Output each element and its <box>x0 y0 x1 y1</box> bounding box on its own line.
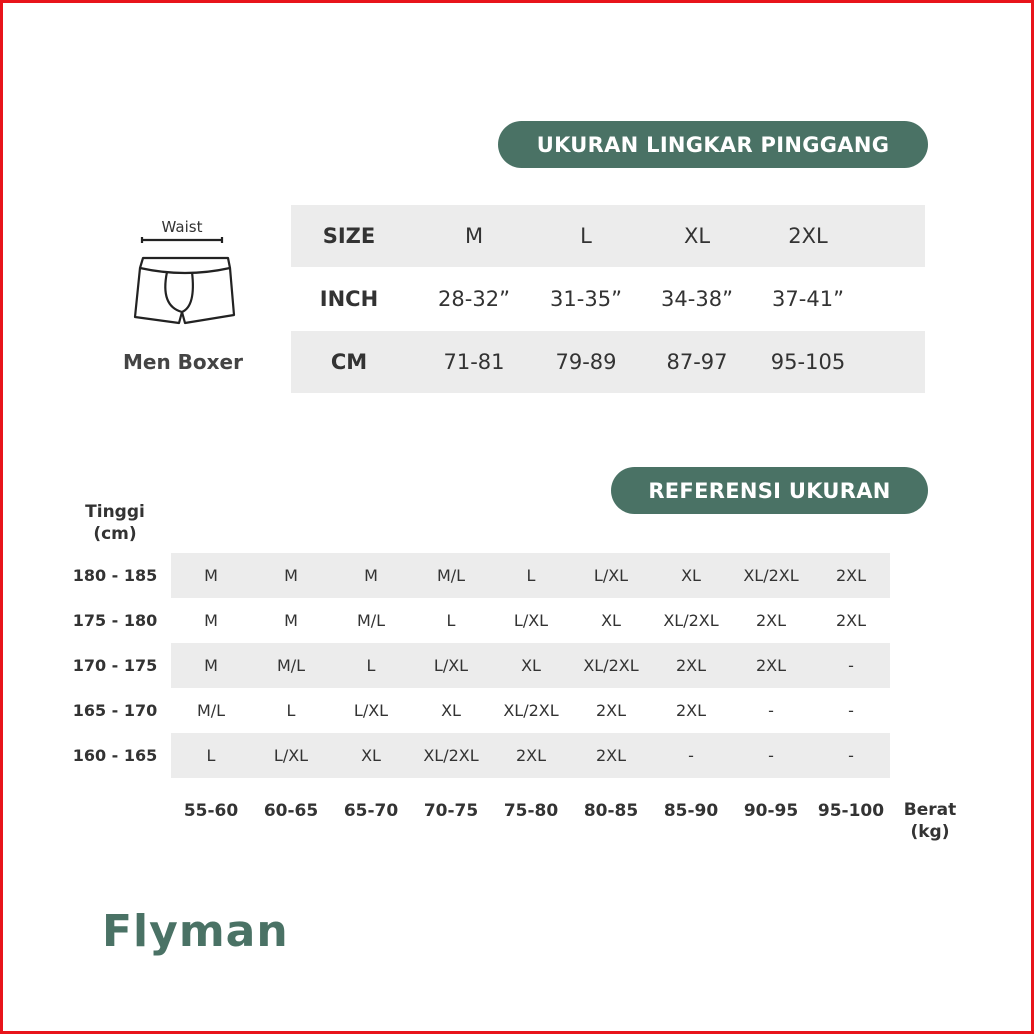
waist-label: Waist <box>161 218 203 236</box>
weight-range-label: 95-100 <box>817 801 885 821</box>
size-cell: - <box>688 746 694 765</box>
size-cell: XL/2XL <box>663 611 719 630</box>
size-cell: M <box>364 566 378 585</box>
weight-axis-label-line2: (kg) <box>910 822 950 842</box>
size-cell: 2XL <box>835 566 867 585</box>
size-cell: L <box>446 611 456 630</box>
row-band <box>171 643 890 688</box>
size-cell: M/L <box>356 611 386 630</box>
size-cell: 34-38” <box>661 287 733 311</box>
height-range-label: 165 - 170 <box>72 701 158 720</box>
size-cell: M/L <box>436 566 466 585</box>
size-cell: XL <box>683 224 711 248</box>
size-cell: L/XL <box>513 611 549 630</box>
weight-range-label: 85-90 <box>663 801 719 821</box>
size-cell: 2XL <box>755 656 787 675</box>
size-cell: M <box>204 656 218 675</box>
size-cell: L <box>366 656 376 675</box>
height-range-label: 170 - 175 <box>72 656 158 675</box>
row-band <box>291 205 925 267</box>
brand-logo: Flyman <box>102 906 289 957</box>
size-cell: L/XL <box>353 701 389 720</box>
size-cell: L/XL <box>433 656 469 675</box>
size-cell: - <box>848 701 854 720</box>
size-cell: 2XL <box>755 611 787 630</box>
boxer-caption: Men Boxer <box>123 350 243 374</box>
size-cell: M/L <box>196 701 226 720</box>
row-band <box>171 733 890 778</box>
size-cell: - <box>848 746 854 765</box>
size-cell: 2XL <box>835 611 867 630</box>
weight-range-label: 70-75 <box>423 801 479 821</box>
size-cell: M <box>284 611 298 630</box>
size-cell: L <box>526 566 536 585</box>
height-range-label: 175 - 180 <box>72 611 158 630</box>
size-cell: - <box>848 656 854 675</box>
size-cell: 71-81 <box>443 350 505 374</box>
weight-range-label: 60-65 <box>263 801 319 821</box>
weight-range-label: 75-80 <box>503 801 559 821</box>
size-cell: L <box>206 746 216 765</box>
size-cell: XL <box>441 701 461 720</box>
size-cell: 2XL <box>515 746 547 765</box>
size-cell: M <box>464 224 484 248</box>
size-cell: XL/2XL <box>743 566 799 585</box>
weight-range-label: 55-60 <box>183 801 239 821</box>
weight-range-label: 90-95 <box>743 801 799 821</box>
reference-section-title: REFERENSI UKURAN <box>611 467 928 514</box>
weight-axis-label: Berat (kg) <box>890 798 970 844</box>
height-range-label: 180 - 185 <box>72 566 158 585</box>
row-label: CM <box>330 350 368 374</box>
size-cell: L/XL <box>273 746 309 765</box>
row-label: INCH <box>319 287 379 311</box>
size-cell: - <box>768 746 774 765</box>
size-cell: L/XL <box>593 566 629 585</box>
size-cell: XL/2XL <box>583 656 639 675</box>
size-cell: 2XL <box>788 224 828 248</box>
height-range-label: 160 - 165 <box>72 746 158 765</box>
height-axis-label-line1: Tinggi <box>85 502 145 522</box>
height-axis-label: Tinggi (cm) <box>70 500 160 546</box>
size-cell: XL/2XL <box>503 701 559 720</box>
size-cell: 79-89 <box>555 350 617 374</box>
size-cell: 37-41” <box>772 287 844 311</box>
size-cell: L <box>286 701 296 720</box>
size-cell: 2XL <box>675 701 707 720</box>
weight-range-label: 65-70 <box>343 801 399 821</box>
size-cell: 95-105 <box>770 350 846 374</box>
size-cell: 2XL <box>595 746 627 765</box>
size-cell: - <box>768 701 774 720</box>
size-cell: XL <box>521 656 541 675</box>
row-band <box>291 331 925 393</box>
height-axis-label-line2: (cm) <box>93 524 137 544</box>
size-cell: XL <box>601 611 621 630</box>
size-cell: 31-35” <box>550 287 622 311</box>
size-cell: 2XL <box>595 701 627 720</box>
size-cell: XL <box>361 746 381 765</box>
size-cell: XL <box>681 566 701 585</box>
size-cell: 2XL <box>675 656 707 675</box>
weight-axis-label-line1: Berat <box>903 800 957 820</box>
size-cell: 87-97 <box>666 350 728 374</box>
waist-section-title: UKURAN LINGKAR PINGGANG <box>498 121 928 168</box>
size-cell: 28-32” <box>438 287 510 311</box>
size-cell: M/L <box>276 656 306 675</box>
row-label: SIZE <box>322 224 376 248</box>
size-cell: XL/2XL <box>423 746 479 765</box>
size-cell: M <box>204 566 218 585</box>
size-cell: M <box>204 611 218 630</box>
size-cell: M <box>284 566 298 585</box>
boxer-briefs-icon <box>133 237 236 325</box>
weight-range-label: 80-85 <box>583 801 639 821</box>
size-cell: L <box>580 224 592 248</box>
row-band <box>171 553 890 598</box>
